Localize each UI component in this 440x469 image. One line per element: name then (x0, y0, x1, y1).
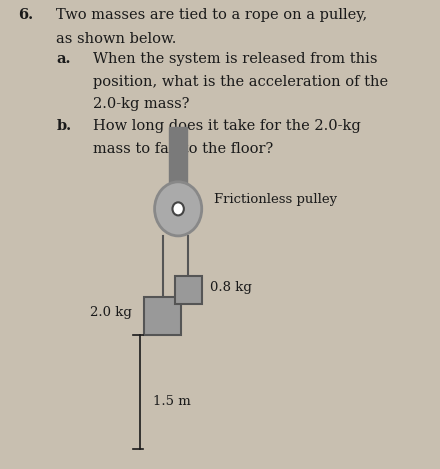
Text: How long does it take for the 2.0-kg: How long does it take for the 2.0-kg (93, 119, 360, 133)
Text: position, what is the acceleration of the: position, what is the acceleration of th… (93, 75, 388, 89)
Text: 2.0-kg mass?: 2.0-kg mass? (93, 98, 189, 112)
Text: Two masses are tied to a rope on a pulley,: Two masses are tied to a rope on a pulle… (56, 8, 367, 23)
Text: mass to fall to the floor?: mass to fall to the floor? (93, 142, 273, 156)
Text: 6.: 6. (18, 8, 33, 23)
Text: a.: a. (56, 52, 71, 66)
Text: b.: b. (56, 119, 71, 133)
Circle shape (154, 182, 202, 236)
Text: as shown below.: as shown below. (56, 32, 176, 45)
Text: 0.8 kg: 0.8 kg (209, 281, 252, 294)
Text: Frictionless pulley: Frictionless pulley (214, 193, 337, 206)
Bar (175, 276, 202, 304)
Text: 1.5 m: 1.5 m (153, 395, 191, 408)
Bar (144, 297, 181, 335)
Text: When the system is released from this: When the system is released from this (93, 52, 378, 66)
Bar (169, 127, 187, 193)
Circle shape (172, 202, 184, 215)
Text: 2.0 kg: 2.0 kg (90, 306, 132, 319)
